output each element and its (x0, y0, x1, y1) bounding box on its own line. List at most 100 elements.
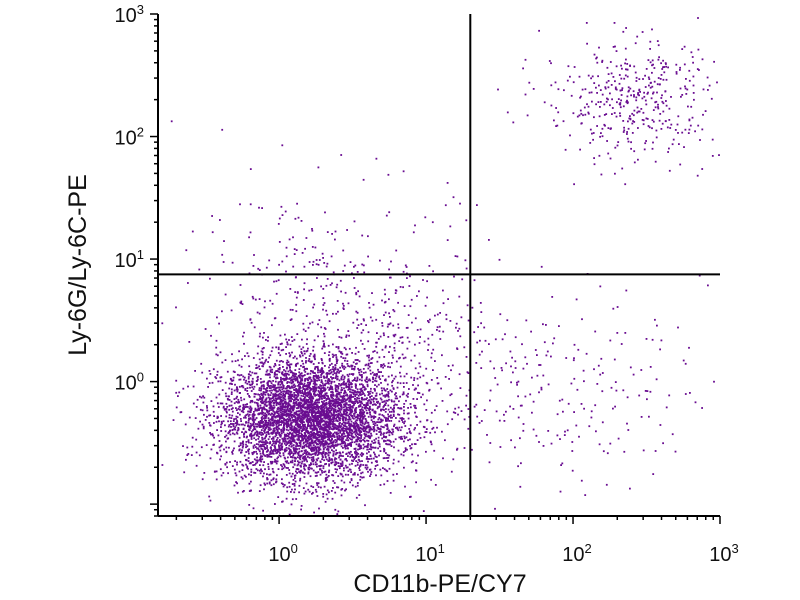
data-point (305, 415, 308, 418)
data-point (346, 432, 349, 434)
data-point (362, 392, 365, 395)
data-point (268, 455, 271, 458)
data-point (276, 370, 279, 372)
data-point (314, 471, 317, 474)
data-point (282, 374, 285, 376)
data-point (210, 433, 212, 436)
data-point (236, 386, 238, 389)
data-point (276, 421, 278, 424)
data-point (251, 380, 253, 383)
data-point (268, 453, 271, 456)
data-point (286, 418, 289, 420)
data-point (309, 444, 312, 447)
data-point (267, 468, 270, 470)
data-point (358, 369, 360, 371)
data-point (310, 438, 313, 440)
data-point (317, 471, 320, 473)
data-point (323, 429, 326, 431)
data-point (289, 453, 291, 456)
data-point (273, 411, 276, 413)
data-point (281, 410, 284, 413)
data-point (329, 364, 331, 366)
data-point (302, 365, 305, 368)
data-point (272, 452, 275, 455)
data-point (291, 461, 294, 464)
data-point (259, 484, 262, 487)
data-point (280, 421, 283, 424)
data-point (268, 433, 270, 435)
data-point (348, 386, 350, 389)
data-point (262, 453, 265, 456)
data-point (390, 416, 392, 419)
data-point (335, 394, 338, 396)
data-point (389, 406, 392, 409)
data-point (353, 472, 356, 474)
data-point (236, 482, 238, 485)
data-point (316, 495, 319, 497)
data-point (293, 483, 296, 485)
data-point (397, 407, 400, 409)
data-point (354, 407, 357, 410)
data-point (322, 437, 325, 440)
data-point (260, 447, 263, 450)
data-point (407, 407, 409, 409)
data-point (332, 419, 335, 421)
data-point (365, 363, 368, 366)
data-point (320, 425, 323, 428)
data-point (337, 426, 340, 429)
data-point (300, 440, 302, 442)
data-point (300, 394, 303, 397)
data-point (202, 427, 205, 430)
data-point (215, 420, 218, 423)
data-point (300, 418, 302, 421)
data-point (332, 432, 335, 435)
data-point (329, 421, 332, 424)
data-point (289, 319, 292, 321)
data-point (274, 412, 276, 415)
data-point (273, 406, 276, 409)
data-point (273, 449, 275, 451)
data-point (336, 401, 339, 403)
data-point (259, 404, 262, 407)
data-point (265, 397, 268, 400)
data-point (325, 477, 328, 479)
data-point (360, 414, 363, 417)
data-point (305, 350, 308, 353)
data-point (286, 443, 288, 445)
data-point (330, 415, 332, 418)
data-point (391, 374, 393, 377)
data-point (294, 449, 297, 451)
data-point (178, 391, 181, 394)
data-point (273, 427, 276, 430)
data-point (300, 351, 303, 353)
data-point (286, 343, 289, 346)
data-point (344, 473, 347, 476)
data-point (299, 441, 302, 444)
data-point (290, 451, 293, 453)
data-point (335, 374, 338, 376)
data-point (226, 466, 228, 469)
data-point (246, 382, 249, 385)
data-point (349, 429, 352, 431)
data-point (222, 420, 225, 423)
data-point (267, 419, 270, 422)
data-point (285, 353, 287, 355)
data-point (335, 354, 337, 356)
data-point (371, 371, 374, 374)
data-point (347, 447, 349, 450)
data-point (252, 447, 255, 449)
data-point (261, 394, 264, 397)
data-point (294, 398, 297, 400)
data-point (311, 395, 314, 398)
data-point (307, 425, 309, 427)
data-point (215, 396, 218, 399)
data-point (360, 419, 363, 422)
data-point (270, 462, 273, 465)
data-point (388, 415, 391, 418)
data-point (328, 421, 331, 424)
data-point (341, 423, 343, 425)
data-point (288, 452, 291, 454)
data-point (286, 389, 288, 392)
data-point (287, 414, 290, 417)
data-point (343, 395, 346, 398)
